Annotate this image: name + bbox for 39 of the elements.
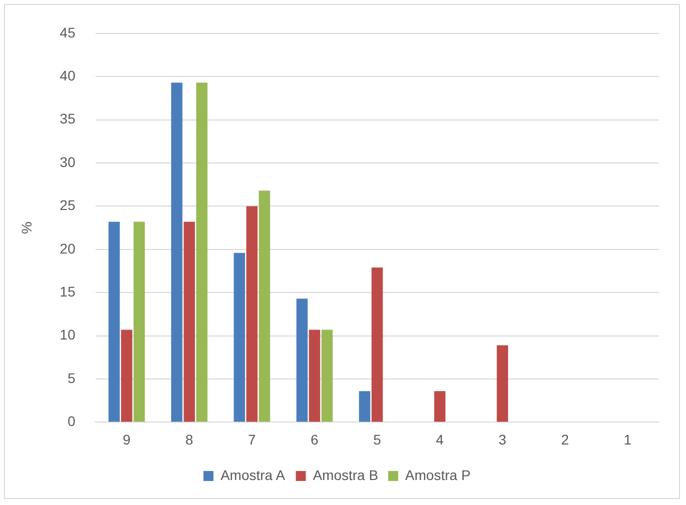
y-tick-label: 20 <box>60 240 76 256</box>
y-tick-label: 0 <box>68 413 76 430</box>
legend-label: Amostra A <box>220 466 286 483</box>
y-axis-title: % <box>18 222 34 234</box>
y-tick-label: 40 <box>60 67 76 84</box>
bar <box>434 391 446 422</box>
y-tick-label: 25 <box>60 197 76 214</box>
bar <box>246 206 258 422</box>
bar <box>196 82 208 422</box>
bar <box>258 190 270 422</box>
bar <box>372 268 383 422</box>
x-tick-label: 8 <box>185 431 194 448</box>
bar <box>296 298 308 422</box>
bar <box>121 330 132 422</box>
x-tick-label: 7 <box>248 431 256 448</box>
x-tick-label: 2 <box>561 431 570 448</box>
bar <box>234 252 246 422</box>
y-tick-label: 35 <box>60 110 76 127</box>
bar <box>496 345 508 422</box>
y-tick-label: 45 <box>60 24 76 40</box>
x-tick-label: 6 <box>310 431 319 448</box>
x-tick-label: 3 <box>498 431 507 448</box>
bar <box>308 330 320 422</box>
bar <box>321 330 333 422</box>
legend-label: Amostra B <box>312 466 378 483</box>
bar <box>359 391 370 422</box>
x-tick-label: 9 <box>122 431 131 448</box>
bar <box>134 222 145 422</box>
x-tick-label: 5 <box>373 431 382 448</box>
legend-label: Amostra P <box>405 466 471 483</box>
y-tick-label: 10 <box>60 326 76 343</box>
bar <box>171 82 182 422</box>
y-tick-label: 15 <box>60 283 76 300</box>
bar <box>184 222 195 422</box>
y-tick-label: 5 <box>68 370 76 386</box>
x-tick-label: 1 <box>624 431 632 448</box>
bar <box>108 222 120 422</box>
x-tick-label: 4 <box>436 431 444 448</box>
y-tick-label: 30 <box>60 154 76 170</box>
